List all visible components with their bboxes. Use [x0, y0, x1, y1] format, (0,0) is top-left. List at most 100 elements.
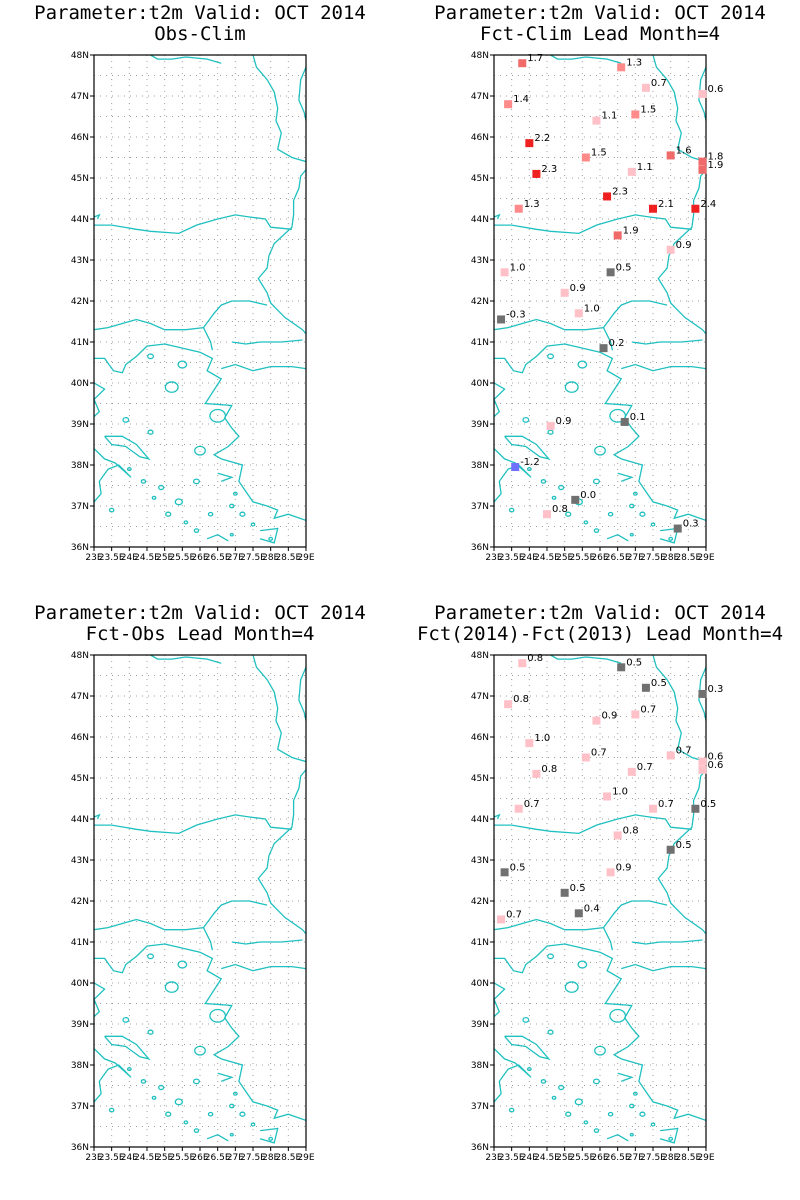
- lat-label: 47N: [71, 92, 89, 102]
- lat-label: 43N: [471, 856, 489, 866]
- station-marker: [613, 831, 622, 840]
- lat-label: 42N: [71, 297, 89, 307]
- coastline: [512, 563, 611, 582]
- station-value: 1.5: [640, 104, 656, 115]
- coastline: [94, 382, 106, 418]
- island: [583, 1120, 589, 1125]
- station-value: 0.5: [700, 799, 716, 810]
- station-value: 1.9: [707, 160, 723, 171]
- lon-label: 26E: [191, 1153, 208, 1163]
- lon-label: 26.5E: [205, 1153, 231, 1163]
- station-value: 2.3: [541, 164, 557, 175]
- station-value: 0.7: [658, 799, 674, 810]
- lon-label: 25E: [556, 1153, 573, 1163]
- lat-label: 38N: [71, 461, 89, 471]
- island: [192, 1078, 200, 1085]
- island: [547, 953, 555, 960]
- station-marker: [511, 463, 520, 472]
- coastline: [231, 939, 303, 945]
- coastline: [94, 1048, 132, 1103]
- coastline: [652, 55, 706, 163]
- coastline: [259, 527, 279, 544]
- lat-label: 45N: [471, 174, 489, 184]
- coastline: [217, 472, 234, 483]
- island: [577, 360, 588, 369]
- station-value: 1.4: [513, 94, 529, 105]
- island: [140, 479, 147, 484]
- island: [574, 1098, 583, 1106]
- lat-label: 37N: [71, 1102, 89, 1112]
- island: [229, 532, 234, 537]
- station-value: 1.0: [510, 262, 526, 273]
- lon-label: 26E: [591, 1153, 608, 1163]
- station-marker: [631, 710, 640, 719]
- island: [209, 408, 227, 423]
- island: [147, 429, 154, 435]
- coastline: [494, 214, 692, 235]
- island: [229, 1132, 234, 1137]
- lat-label: 46N: [71, 733, 89, 743]
- island: [540, 1079, 547, 1084]
- island: [207, 511, 214, 517]
- lat-label: 36N: [71, 543, 89, 553]
- station-marker: [627, 767, 636, 776]
- coastline: [617, 472, 634, 483]
- lon-label: 28E: [662, 1153, 679, 1163]
- station-marker: [620, 417, 629, 426]
- lat-label: 47N: [471, 92, 489, 102]
- station-marker: [560, 288, 569, 297]
- coastline: [94, 900, 268, 931]
- island: [609, 1008, 627, 1023]
- coastline: [104, 1035, 151, 1060]
- island: [183, 1120, 189, 1125]
- station-value: 0.7: [676, 745, 692, 756]
- station-marker: [514, 804, 523, 813]
- coastline: [494, 213, 501, 220]
- island: [558, 1084, 565, 1091]
- station-value: 0.5: [651, 678, 667, 689]
- station-value: 0.3: [683, 519, 699, 530]
- coastline: [94, 448, 132, 503]
- lon-label: 25E: [156, 1153, 173, 1163]
- coastline: [94, 982, 106, 1018]
- island: [565, 1111, 572, 1117]
- lon-label: 28.5E: [275, 1153, 301, 1163]
- station-marker: [518, 59, 527, 68]
- lat-label: 37N: [71, 502, 89, 512]
- lon-label: 27.5E: [240, 553, 266, 563]
- station-marker: [606, 868, 615, 877]
- lat-label: 42N: [471, 897, 489, 907]
- station-marker: [581, 753, 590, 762]
- station-marker: [560, 888, 569, 897]
- lon-label: 24.5E: [134, 553, 160, 563]
- island: [577, 960, 588, 969]
- lon-label: 26E: [191, 553, 208, 563]
- island: [593, 528, 600, 533]
- island: [194, 445, 206, 456]
- island: [592, 478, 600, 485]
- island: [174, 498, 183, 506]
- coastline: [257, 769, 306, 935]
- lon-label: 23E: [85, 1153, 102, 1163]
- island: [607, 511, 614, 517]
- station-marker: [592, 116, 601, 125]
- lat-label: 45N: [71, 774, 89, 784]
- lat-label: 37N: [471, 502, 489, 512]
- coastline: [206, 1133, 229, 1142]
- lat-label: 39N: [471, 1020, 489, 1030]
- station-value: 0.6: [707, 760, 723, 771]
- lat-label: 48N: [71, 51, 89, 61]
- panel-fct-clim: Parameter:t2m Valid: OCT 2014 Fct-Clim L…: [400, 0, 800, 600]
- island: [193, 528, 200, 533]
- coastline: [494, 1048, 532, 1103]
- station-marker: [532, 769, 541, 778]
- island: [229, 503, 235, 509]
- island: [108, 1107, 115, 1113]
- island: [551, 495, 557, 500]
- lat-label: 36N: [471, 543, 489, 553]
- coastline: [94, 300, 268, 331]
- coastline: [104, 435, 151, 460]
- island: [629, 1132, 634, 1137]
- island: [164, 381, 179, 393]
- station-marker: [698, 689, 707, 698]
